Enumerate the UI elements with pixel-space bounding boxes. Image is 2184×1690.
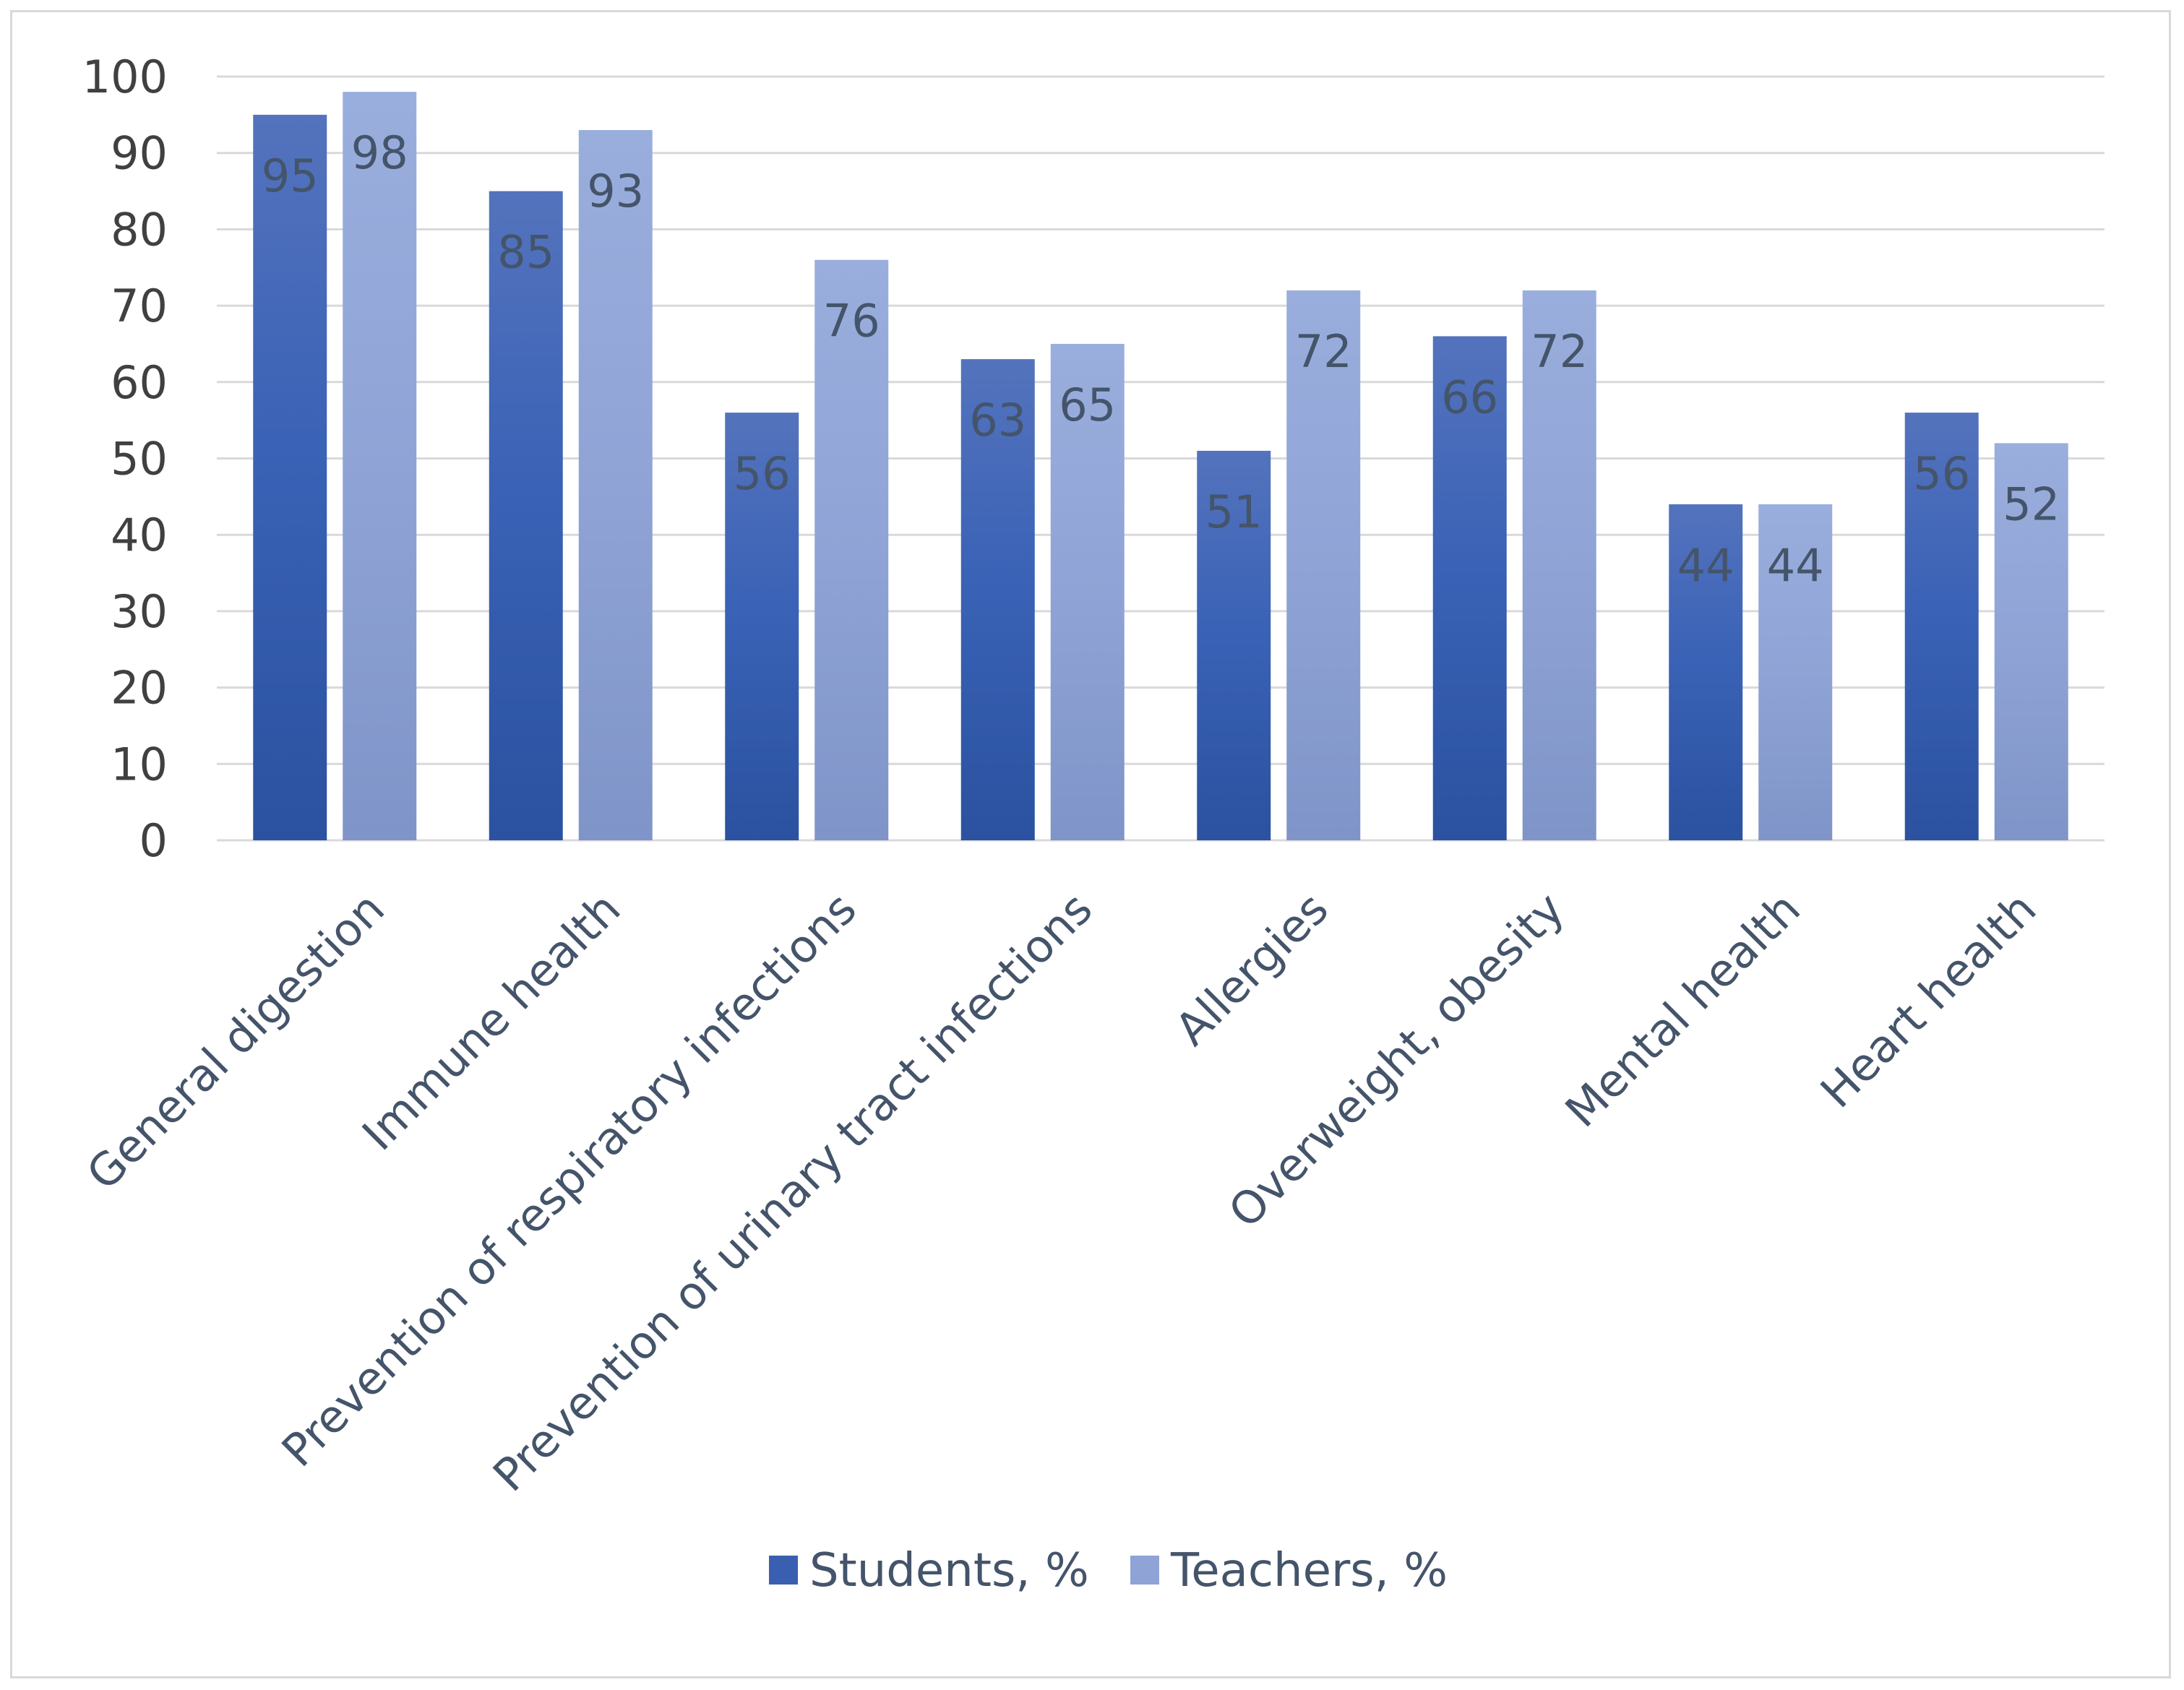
data-label: 65 [1059,379,1116,431]
y-tick-label: 0 [139,814,168,867]
x-tick-label: Allergies [1165,882,1338,1056]
y-axis-ticks: 0 10 20 30 40 50 60 70 80 90 100 [82,51,168,867]
data-label: 56 [734,447,791,500]
legend-label-teachers: Teachers, % [1170,1544,1448,1598]
data-label: 63 [969,394,1026,447]
y-tick-label: 80 [111,203,168,256]
bar-students [253,114,327,841]
data-label: 66 [1441,371,1498,423]
legend-swatch-teachers [1130,1556,1159,1585]
bar-teachers [1758,504,1833,840]
bar-teachers [578,129,653,841]
bar-teachers [1286,290,1361,841]
x-tick-label: Heart health [1810,882,2046,1118]
data-label: 72 [1531,325,1588,378]
data-label: 98 [351,126,408,179]
bar-students [489,191,563,840]
data-label: 44 [1677,539,1734,592]
bar-students [1669,504,1743,840]
y-tick-label: 10 [111,738,168,790]
bar-teachers [1050,343,1125,840]
data-label: 56 [1913,447,1970,500]
y-tick-label: 70 [111,280,168,332]
data-labels: 95 98 85 93 56 76 63 65 51 72 66 72 44 44 56 52 [262,126,2060,592]
data-label: 72 [1295,325,1352,378]
y-tick-label: 100 [82,51,168,103]
bar-teachers [1522,290,1596,841]
data-label: 85 [497,226,554,279]
data-label: 44 [1767,539,1824,592]
bar-students [1432,336,1507,840]
legend-swatch-students [769,1556,798,1585]
bar-teachers [1994,443,2068,840]
bars [253,92,2068,841]
bar-students [960,359,1035,841]
bar-teachers [814,259,889,840]
bar-students [1904,413,1979,840]
bar-students [725,413,799,840]
legend-label-students: Students, % [809,1544,1089,1598]
x-tick-label: Immune health [352,882,630,1160]
y-tick-label: 40 [111,509,168,561]
x-tick-label: Mental health [1555,882,1810,1137]
y-tick-label: 30 [111,585,168,638]
y-tick-label: 90 [111,127,168,180]
y-tick-label: 50 [111,433,168,486]
bar-students [1197,450,1271,840]
data-label: 76 [823,295,880,348]
legend: Students, % Teachers, % [769,1544,1448,1598]
y-tick-label: 60 [111,356,168,409]
data-label: 95 [262,150,319,202]
data-label: 52 [2003,478,2060,530]
data-label: 51 [1205,486,1263,538]
data-label: 93 [587,165,644,217]
bar-teachers [343,92,417,840]
y-tick-label: 20 [111,662,168,715]
x-tick-label: General digestion [77,882,395,1200]
